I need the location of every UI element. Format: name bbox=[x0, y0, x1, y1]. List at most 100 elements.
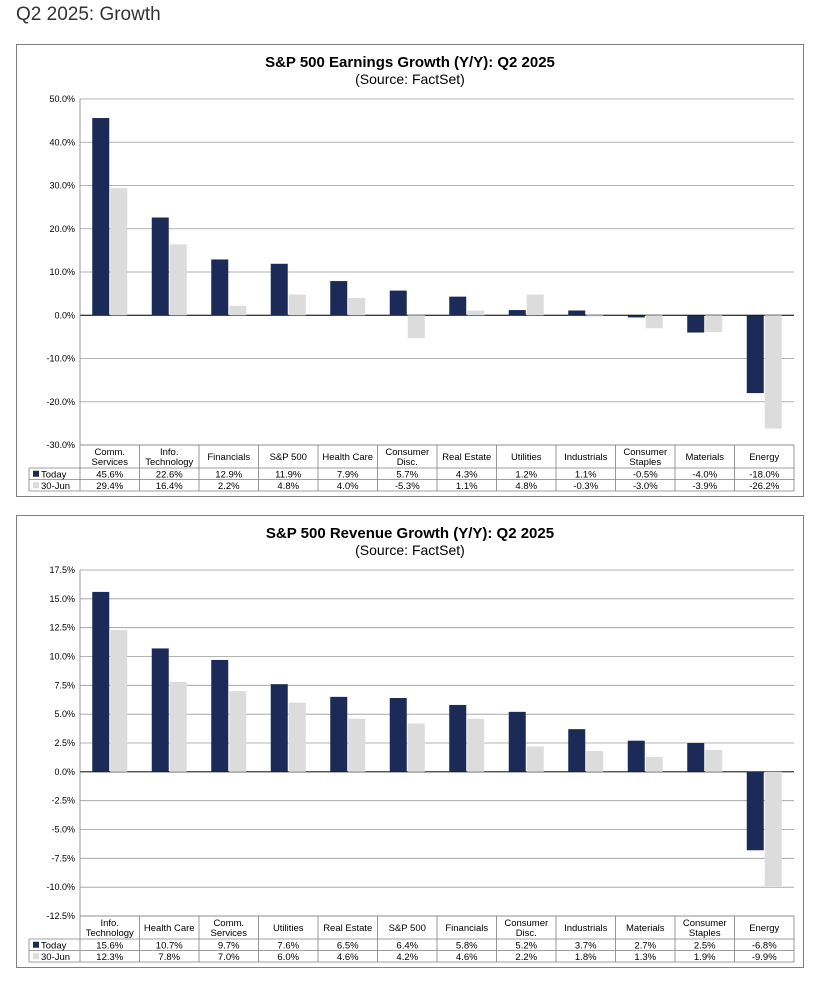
revenue-data-label: 7.0% bbox=[218, 952, 240, 963]
revenue-data-label: 5.8% bbox=[456, 940, 478, 951]
earnings-data-label: 7.9% bbox=[337, 469, 359, 480]
revenue-y-tick-label: 10.0% bbox=[49, 652, 75, 662]
earnings-data-label: 1.1% bbox=[456, 481, 478, 492]
revenue-data-label: 2.2% bbox=[515, 952, 537, 963]
earnings-y-tick-label: -10.0% bbox=[46, 354, 75, 364]
revenue-bar-today bbox=[687, 743, 705, 772]
earnings-y-tick-label: 20.0% bbox=[49, 224, 75, 234]
earnings-chart-title: S&P 500 Earnings Growth (Y/Y): Q2 2025 bbox=[265, 54, 555, 71]
earnings-y-tick-label: -30.0% bbox=[46, 440, 75, 450]
revenue-y-tick-label: 12.5% bbox=[49, 623, 75, 633]
revenue-y-tick-label: 2.5% bbox=[54, 738, 75, 748]
earnings-data-label: 16.4% bbox=[156, 481, 183, 492]
earnings-data-label: -5.3% bbox=[395, 481, 420, 492]
earnings-category-label: Real Estate bbox=[442, 452, 491, 463]
earnings-data-label: 11.9% bbox=[275, 469, 302, 480]
earnings-data-label: -4.0% bbox=[692, 469, 717, 480]
revenue-category-label: Real Estate bbox=[323, 923, 372, 934]
earnings-bar-jun30 bbox=[764, 315, 782, 429]
revenue-data-label: 6.4% bbox=[396, 940, 418, 951]
revenue-data-label: 1.8% bbox=[575, 952, 597, 963]
revenue-category-label: Materials bbox=[626, 923, 665, 934]
earnings-bar-jun30 bbox=[348, 297, 366, 316]
revenue-data-label: 4.6% bbox=[456, 952, 478, 963]
revenue-data-label: 2.5% bbox=[694, 940, 716, 951]
earnings-bar-today bbox=[449, 296, 467, 316]
revenue-bar-jun30 bbox=[407, 723, 425, 772]
revenue-bar-jun30 bbox=[288, 702, 306, 772]
revenue-bar-jun30 bbox=[229, 691, 247, 772]
revenue-data-label: 3.7% bbox=[575, 940, 597, 951]
earnings-bar-today bbox=[687, 315, 705, 333]
revenue-y-tick-label: 15.0% bbox=[49, 594, 75, 604]
revenue-bar-today bbox=[151, 648, 169, 772]
earnings-y-tick-label: 10.0% bbox=[49, 267, 75, 277]
revenue-y-tick-label: 0.0% bbox=[54, 767, 75, 777]
revenue-legend-label: Today bbox=[41, 940, 67, 951]
earnings-chart: S&P 500 Earnings Growth (Y/Y): Q2 2025(S… bbox=[28, 54, 795, 492]
earnings-bar-jun30 bbox=[526, 294, 544, 316]
revenue-bar-jun30 bbox=[467, 718, 485, 772]
earnings-y-tick-label: 50.0% bbox=[49, 94, 75, 104]
revenue-bar-today bbox=[92, 591, 110, 772]
earnings-data-label: -3.0% bbox=[633, 481, 658, 492]
revenue-y-tick-label: -12.5% bbox=[46, 911, 75, 921]
revenue-bar-today bbox=[508, 711, 526, 772]
earnings-category-label: Consumer Disc. bbox=[385, 447, 429, 468]
revenue-data-label: 10.7% bbox=[156, 940, 183, 951]
revenue-bar-jun30 bbox=[169, 681, 187, 772]
earnings-bar-today bbox=[270, 263, 288, 316]
earnings-data-label: 45.6% bbox=[96, 469, 123, 480]
earnings-chart-panel: S&P 500 Earnings Growth (Y/Y): Q2 2025 (S… bbox=[16, 44, 804, 497]
revenue-y-tick-label: 5.0% bbox=[54, 709, 75, 719]
revenue-category-label: Info. Technology bbox=[86, 918, 134, 939]
revenue-bar-jun30 bbox=[110, 629, 128, 772]
revenue-category-label: Financials bbox=[445, 923, 488, 934]
earnings-bar-jun30 bbox=[169, 244, 187, 316]
revenue-category-label: S&P 500 bbox=[389, 923, 426, 934]
earnings-bar-today bbox=[151, 217, 169, 316]
earnings-data-label: -18.0% bbox=[749, 469, 780, 480]
earnings-category-label: Health Care bbox=[322, 452, 373, 463]
revenue-chart-panel: S&P 500 Revenue Growth (Y/Y): Q2 2025 (So… bbox=[16, 515, 804, 968]
revenue-data-label: 7.8% bbox=[158, 952, 180, 963]
revenue-bar-today bbox=[746, 771, 764, 851]
earnings-data-label: 1.1% bbox=[575, 469, 597, 480]
earnings-data-label: 4.8% bbox=[515, 481, 537, 492]
earnings-category-label: S&P 500 bbox=[270, 452, 307, 463]
revenue-bar-jun30 bbox=[586, 751, 604, 772]
revenue-y-tick-label: -5.0% bbox=[51, 825, 75, 835]
earnings-bar-today bbox=[92, 118, 110, 316]
earnings-bar-jun30 bbox=[705, 315, 723, 333]
revenue-chart-title: S&P 500 Revenue Growth (Y/Y): Q2 2025 bbox=[266, 525, 554, 542]
revenue-bar-today bbox=[449, 704, 467, 772]
earnings-bar-jun30 bbox=[467, 310, 485, 316]
earnings-category-label: Financials bbox=[207, 452, 250, 463]
revenue-chart: S&P 500 Revenue Growth (Y/Y): Q2 2025(So… bbox=[28, 525, 795, 963]
revenue-category-label: Comm. Services bbox=[211, 918, 248, 939]
revenue-y-tick-label: 17.5% bbox=[49, 565, 75, 575]
revenue-y-tick-label: -10.0% bbox=[46, 882, 75, 892]
earnings-bar-jun30 bbox=[110, 188, 128, 316]
revenue-data-label: 1.9% bbox=[694, 952, 716, 963]
revenue-y-tick-label: -7.5% bbox=[51, 853, 75, 863]
revenue-legend-label: 30-Jun bbox=[41, 952, 70, 963]
revenue-category-label: Industrials bbox=[564, 923, 608, 934]
revenue-data-label: 5.2% bbox=[515, 940, 537, 951]
revenue-data-label: 7.6% bbox=[277, 940, 299, 951]
earnings-data-label: -3.9% bbox=[692, 481, 717, 492]
revenue-data-label: 6.5% bbox=[337, 940, 359, 951]
revenue-category-label: Health Care bbox=[144, 923, 195, 934]
earnings-data-label: 22.6% bbox=[156, 469, 183, 480]
revenue-bar-today bbox=[568, 729, 586, 772]
earnings-bar-today bbox=[389, 290, 407, 316]
revenue-data-label: -6.8% bbox=[752, 940, 777, 951]
revenue-category-label: Consumer Staples bbox=[683, 918, 727, 939]
earnings-data-label: 4.0% bbox=[337, 481, 359, 492]
earnings-data-label: 12.9% bbox=[215, 469, 242, 480]
earnings-y-tick-label: -20.0% bbox=[46, 397, 75, 407]
revenue-bar-today bbox=[627, 740, 645, 772]
earnings-bar-today bbox=[508, 310, 526, 316]
revenue-data-label: 6.0% bbox=[277, 952, 299, 963]
earnings-legend-label: 30-Jun bbox=[41, 481, 70, 492]
